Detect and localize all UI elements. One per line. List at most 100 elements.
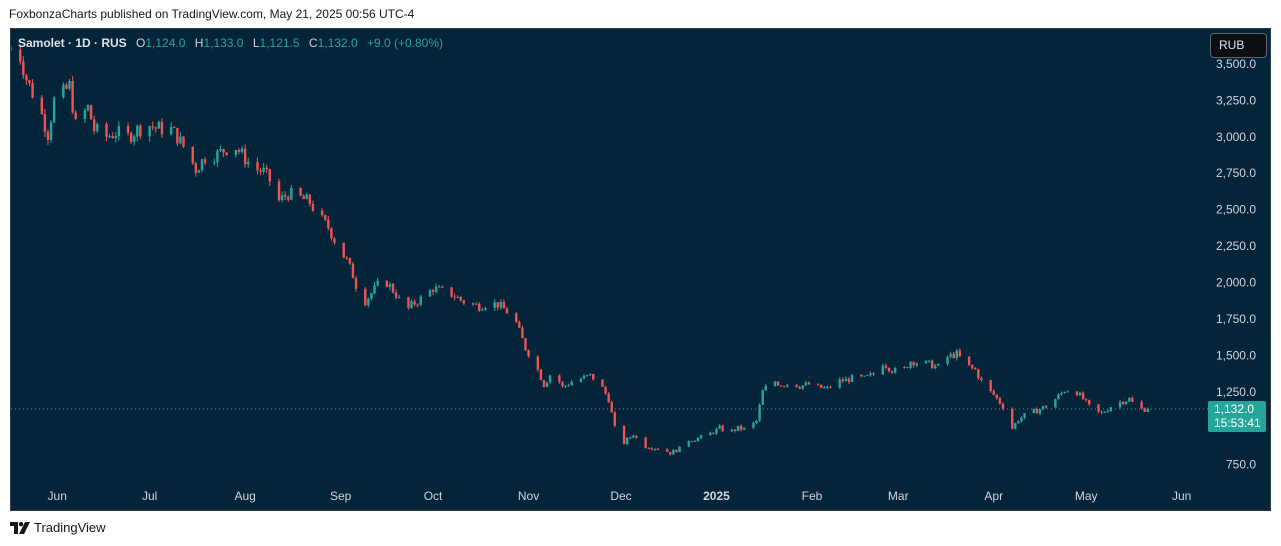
- candle: [65, 82, 68, 90]
- candle: [687, 440, 690, 448]
- price-tick-label: 3,000.0: [1216, 130, 1256, 144]
- candle: [234, 149, 238, 158]
- candle: [11, 45, 13, 51]
- price-axis[interactable]: 3,500.0 3,250.0 3,000.0 2,750.0 2,500.0 2,250…: [1216, 57, 1256, 472]
- legend-high-value: 1,133.0: [203, 36, 244, 50]
- candle: [148, 125, 151, 142]
- candle: [930, 359, 934, 369]
- candle: [998, 396, 1002, 405]
- candle: [709, 431, 712, 436]
- candle: [820, 384, 823, 389]
- candle: [693, 440, 697, 442]
- candle: [977, 368, 980, 380]
- publish-header: FoxbonzaCharts published on TradingView.…: [9, 7, 415, 21]
- candle: [967, 356, 971, 366]
- time-axis[interactable]: Jun Jul Aug Sep Oct Nov Dec 2025 Feb Mar Apr May Jun: [48, 489, 1192, 503]
- candle: [370, 292, 373, 301]
- candle: [690, 440, 694, 443]
- candle: [656, 447, 660, 451]
- candle: [438, 285, 441, 288]
- candle: [157, 120, 161, 129]
- candle: [524, 337, 527, 352]
- candle: [354, 275, 358, 292]
- candle: [1066, 390, 1069, 393]
- candle: [696, 436, 700, 442]
- candle: [1001, 402, 1005, 411]
- candle: [527, 349, 530, 358]
- candle: [736, 425, 740, 432]
- candle: [237, 148, 241, 155]
- candle: [478, 302, 481, 313]
- candle: [844, 376, 848, 382]
- candle: [915, 362, 918, 368]
- candle: [545, 381, 549, 388]
- candle: [564, 385, 567, 389]
- candle: [71, 75, 74, 114]
- candle: [561, 381, 564, 388]
- candle: [1088, 399, 1091, 406]
- candle: [222, 148, 225, 158]
- candle: [179, 132, 182, 145]
- candle: [471, 302, 475, 307]
- candle: [644, 436, 647, 449]
- candle: [1140, 400, 1143, 410]
- candle: [114, 132, 117, 143]
- candle: [49, 119, 53, 143]
- candle: [989, 379, 992, 393]
- candle: [46, 129, 50, 145]
- currency-button[interactable]: RUB: [1210, 33, 1267, 58]
- candle: [462, 299, 466, 306]
- candle: [434, 283, 438, 294]
- candle: [610, 400, 613, 413]
- candle: [804, 380, 808, 387]
- candle: [672, 448, 675, 455]
- footer[interactable]: TradingView: [10, 520, 106, 535]
- candle: [247, 157, 250, 168]
- candle: [924, 360, 928, 364]
- candle: [629, 436, 632, 440]
- candle: [1041, 406, 1045, 411]
- candle: [86, 104, 90, 112]
- candle: [74, 110, 77, 121]
- chart-pane[interactable]: 3,500.0 3,250.0 3,000.0 2,750.0 2,500.0 2,250…: [10, 28, 1271, 511]
- candle: [1106, 409, 1109, 413]
- candle: [712, 432, 715, 435]
- candle: [890, 370, 894, 374]
- candle: [441, 285, 444, 289]
- candle: [416, 303, 419, 308]
- candle: [558, 374, 561, 384]
- legend-open-value: 1,124.0: [145, 36, 186, 50]
- candle: [89, 104, 93, 120]
- candle: [755, 420, 758, 425]
- candle: [743, 427, 746, 431]
- price-tick-label: 1,250.0: [1216, 385, 1256, 399]
- candle: [761, 389, 764, 405]
- candle: [126, 122, 130, 136]
- bar-countdown: 15:53:41: [1214, 416, 1261, 430]
- candle: [348, 257, 352, 266]
- candle: [191, 146, 194, 165]
- candles: [11, 45, 1149, 456]
- candle: [136, 124, 139, 142]
- candle: [909, 361, 912, 370]
- candle: [881, 363, 885, 375]
- candle: [219, 145, 222, 153]
- price-tick-label: 3,500.0: [1216, 57, 1256, 71]
- candle: [548, 374, 552, 385]
- candle: [243, 144, 247, 168]
- time-tick-label: Feb: [802, 489, 823, 503]
- symbol-legend[interactable]: Samolet · 1D · RUS O1,124.0 H1,133.0 L1,…: [18, 36, 443, 50]
- candle: [801, 385, 804, 391]
- candle: [521, 325, 524, 339]
- candle: [342, 242, 345, 258]
- candle: [176, 127, 179, 147]
- candle: [419, 294, 422, 307]
- candle: [283, 191, 287, 201]
- candle: [129, 131, 133, 144]
- candle: [585, 374, 589, 377]
- candle: [308, 193, 312, 207]
- candle: [860, 374, 863, 378]
- candlestick-chart[interactable]: 3,500.0 3,250.0 3,000.0 2,750.0 2,500.0 2,250…: [11, 29, 1271, 511]
- candle: [345, 256, 348, 260]
- candle: [499, 299, 503, 310]
